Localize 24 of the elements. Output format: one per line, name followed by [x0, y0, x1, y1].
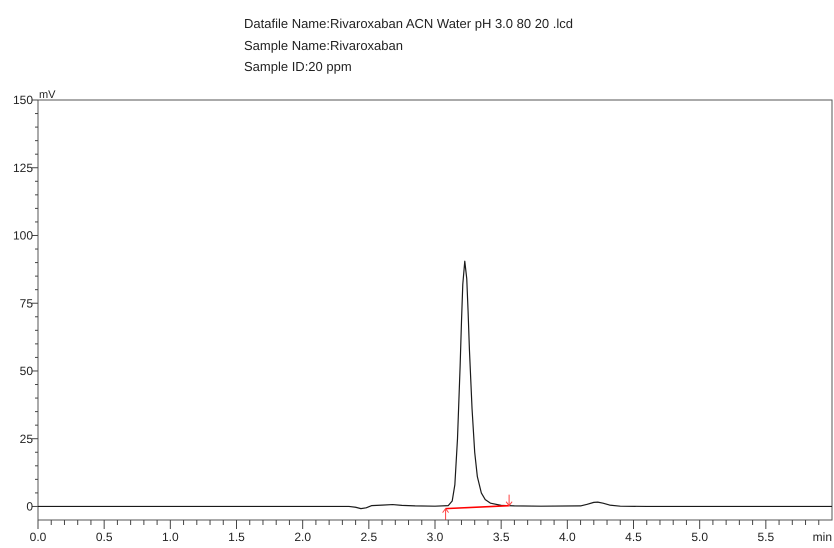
y-tick-label: 25 — [20, 432, 34, 446]
chart-title: Datafile Name:Rivaroxaban ACN Water pH 3.0 80 20 .lcd — [244, 16, 574, 31]
y-tick-label: 100 — [12, 228, 34, 243]
chart-subtitle: Sample Name:Rivaroxaban Sample ID:20 ppm — [244, 38, 403, 74]
y-tick-label: 50 — [20, 364, 34, 378]
x-tick-label: 5.0 — [691, 530, 708, 544]
y-axis-title: mV — [39, 89, 56, 101]
x-tick-label: 4.0 — [558, 530, 576, 544]
y-tick-label: 75 — [20, 296, 34, 310]
x-tick-label: 1.5 — [228, 530, 246, 544]
x-tick-label: 2.5 — [360, 530, 378, 544]
y-tick-label: 0 — [26, 500, 34, 514]
x-tick-label: 4.5 — [625, 530, 642, 544]
x-tick-label: 0.0 — [30, 530, 47, 544]
line-series — [37, 260, 833, 510]
x-tick-label: 0.5 — [96, 530, 113, 544]
x-tick-label: 5.5 — [757, 530, 774, 544]
x-axis-title: min — [812, 530, 832, 544]
x-tick-label: 2.0 — [294, 530, 312, 544]
y-tick-label: 150 — [12, 93, 34, 108]
x-tick-label: 3.0 — [426, 530, 444, 544]
y-tick-label: 125 — [12, 160, 34, 175]
x-tick-label: 3.5 — [492, 530, 510, 544]
x-tick-label: 1.0 — [162, 530, 179, 544]
